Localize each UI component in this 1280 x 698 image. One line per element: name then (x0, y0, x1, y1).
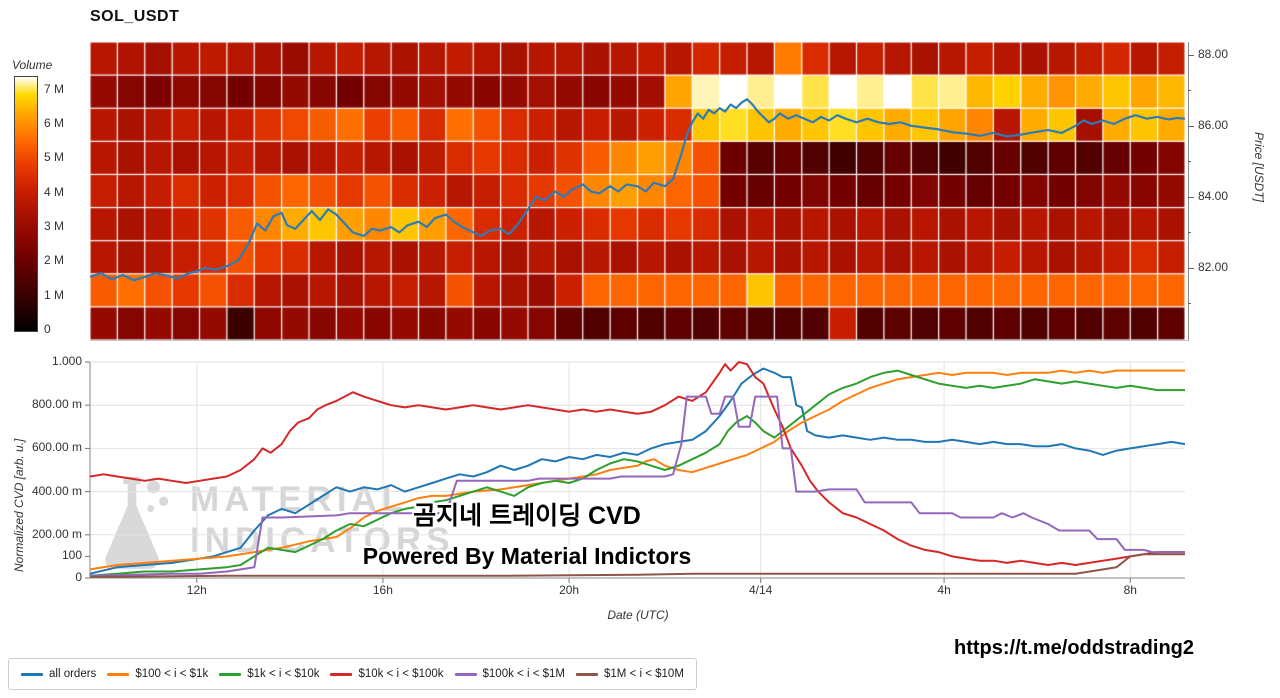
legend-swatch (454, 672, 477, 676)
volume-tick-label: 5 M (44, 150, 65, 165)
cvd-series--1k-i-10k (89, 369, 1185, 577)
price-line (89, 98, 1186, 282)
overlay-subtitle: Powered By Material Indictors (362, 543, 692, 569)
legend-label: $100 < i < $1k (135, 668, 209, 680)
legend-swatch (330, 672, 353, 676)
heatmap-bottom-axis (90, 340, 1189, 341)
volume-tick-label: 4 M (44, 184, 65, 199)
legend-item: all orders (21, 668, 96, 680)
cvd-series--100-i-1k (89, 369, 1185, 571)
telegram-link[interactable]: https://t.me/oddstrading2 (954, 637, 1194, 659)
cvd-x-tick-label: 8h (1123, 583, 1137, 597)
cvd-y-tick-label: 100 (61, 548, 82, 563)
cvd-y-tick-label: 400.00 m (31, 483, 82, 498)
date-axis-title: Date (UTC) (607, 608, 669, 622)
legend-item: $1M < i < $10M (576, 668, 684, 680)
cvd-line-chart (85, 361, 1186, 583)
legend-label: all orders (49, 668, 97, 680)
cvd-series--1M-i-10M (89, 553, 1185, 578)
price-tick-mark (1188, 125, 1194, 127)
price-tick-label: 82.00 (1198, 259, 1229, 274)
cvd-series--10k-i-100k (89, 361, 1185, 566)
legend-item: $1k < i < $10k (219, 668, 319, 680)
legend-item: $100 < i < $1k (107, 668, 208, 680)
legend-swatch (107, 672, 130, 676)
cvd-y-tick-label: 0 (75, 570, 82, 584)
legend-item: $100k < i < $1M (454, 668, 565, 680)
price-tick-label: 88.00 (1198, 46, 1229, 61)
cvd-x-tick-label: 16h (372, 583, 393, 597)
cvd-x-tick-label: 12h (186, 583, 207, 597)
volume-tick-label: 3 M (44, 219, 65, 234)
legend: all orders $100 < i < $1k $1k < i < $10k $1… (8, 658, 697, 690)
price-axis-title: Price [USDT] (1252, 132, 1266, 203)
cvd-y-tick-label: 200.00 m (31, 526, 82, 541)
price-minor-tick (1188, 232, 1191, 234)
legend-label: $100k < i < $1M (482, 668, 565, 680)
legend-item: $10k < i < $100k (330, 668, 444, 680)
legend-swatch (219, 672, 242, 676)
legend-swatch (576, 672, 598, 676)
price-minor-tick (1188, 161, 1191, 163)
legend-label: $1k < i < $10k (247, 668, 320, 680)
cvd-series-all-orders (89, 367, 1186, 575)
price-tick-label: 84.00 (1198, 188, 1229, 203)
cvd-y-tick-label: 1.000 (51, 354, 82, 368)
price-line-chart (89, 98, 1186, 282)
legend-label: $1M < i < $10M (604, 668, 684, 680)
cvd-y-tick-label: 800.00 m (31, 397, 82, 412)
overlay-title: 곰지네 트레이딩 CVD (413, 502, 641, 530)
price-tick-mark (1188, 267, 1194, 269)
price-minor-tick (1188, 90, 1191, 92)
cvd-x-tick-label: 4h (937, 583, 951, 597)
price-tick-mark (1188, 54, 1194, 56)
price-minor-tick (1188, 303, 1191, 305)
flask-icon (105, 476, 169, 569)
volume-tick-label: 1 M (44, 287, 65, 302)
price-tick-mark (1188, 196, 1194, 198)
volume-colorbar (14, 76, 38, 332)
volume-heatmap (90, 42, 1185, 340)
price-axis-line (1188, 42, 1189, 340)
legend-swatch (21, 672, 43, 676)
cvd-x-tick-label: 4/14 (749, 583, 773, 597)
volume-tick-label: 2 M (44, 253, 65, 268)
volume-tick-label: 7 M (44, 81, 65, 96)
cvd-y-tick-label: 600.00 m (31, 440, 82, 455)
price-tick-label: 86.00 (1198, 117, 1229, 132)
volume-axis-title: Volume (12, 58, 53, 72)
legend-label: $10k < i < $100k (358, 668, 444, 680)
volume-tick-label: 6 M (44, 116, 65, 131)
cvd-series--100k-i-1M (89, 395, 1185, 577)
cvd-x-tick-label: 20h (559, 583, 580, 597)
page-title: SOL_USDT (90, 8, 180, 25)
volume-tick-label: 0 (44, 322, 51, 336)
